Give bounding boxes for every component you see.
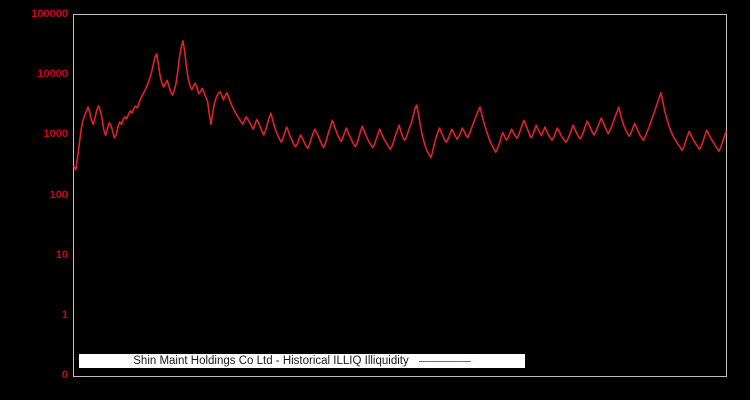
ytick-label-0: 0 — [61, 369, 68, 381]
legend-label: Shin Maint Holdings Co Ltd - Historical … — [133, 355, 409, 367]
ytick-label-100000: 100000 — [31, 8, 68, 20]
series-line-illiq — [73, 40, 727, 171]
ytick-label-1: 1 — [61, 309, 68, 321]
ytick-label-1000: 1000 — [43, 128, 68, 140]
ytick-label-100: 100 — [49, 189, 68, 201]
plot-frame — [73, 14, 727, 377]
legend-line-sample-icon — [418, 360, 471, 362]
ytick-label-10: 10 — [55, 249, 68, 261]
ytick-label-10000: 10000 — [37, 68, 68, 80]
chart-legend[interactable]: Shin Maint Holdings Co Ltd - Historical … — [79, 354, 525, 368]
